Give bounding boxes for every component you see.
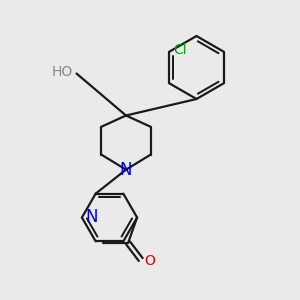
Text: N: N: [85, 208, 98, 226]
Text: N: N: [120, 160, 132, 178]
Text: HO: HO: [52, 65, 73, 79]
Text: Cl: Cl: [173, 43, 186, 57]
Text: O: O: [144, 254, 155, 268]
